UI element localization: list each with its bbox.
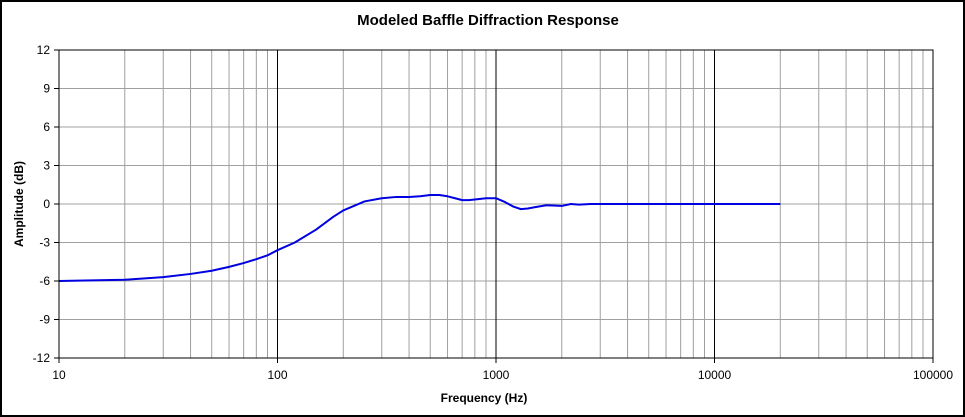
y-axis-title: Amplitude (dB) bbox=[12, 161, 26, 247]
y-tick-label: -9 bbox=[39, 313, 50, 327]
y-tick-label: -6 bbox=[39, 274, 50, 288]
series-line bbox=[58, 194, 781, 282]
y-tick-label: -3 bbox=[39, 236, 50, 250]
x-axis-title: Frequency (Hz) bbox=[441, 391, 528, 405]
y-tick-label: 3 bbox=[43, 159, 50, 173]
y-tick-label: 0 bbox=[43, 197, 50, 211]
y-tick-label: -12 bbox=[33, 351, 51, 365]
y-tick-label: 6 bbox=[43, 120, 50, 134]
y-tick-label: 9 bbox=[43, 82, 50, 96]
plot-border bbox=[58, 49, 934, 359]
x-tick-label: 100000 bbox=[913, 368, 953, 382]
x-tick-label: 100 bbox=[267, 368, 287, 382]
x-tick-label: 10000 bbox=[698, 368, 732, 382]
x-tick-label: 1000 bbox=[483, 368, 510, 382]
chart-title: Modeled Baffle Diffraction Response bbox=[357, 12, 619, 29]
y-tick-label: 12 bbox=[37, 43, 51, 57]
x-tick-label: 10 bbox=[52, 368, 66, 382]
